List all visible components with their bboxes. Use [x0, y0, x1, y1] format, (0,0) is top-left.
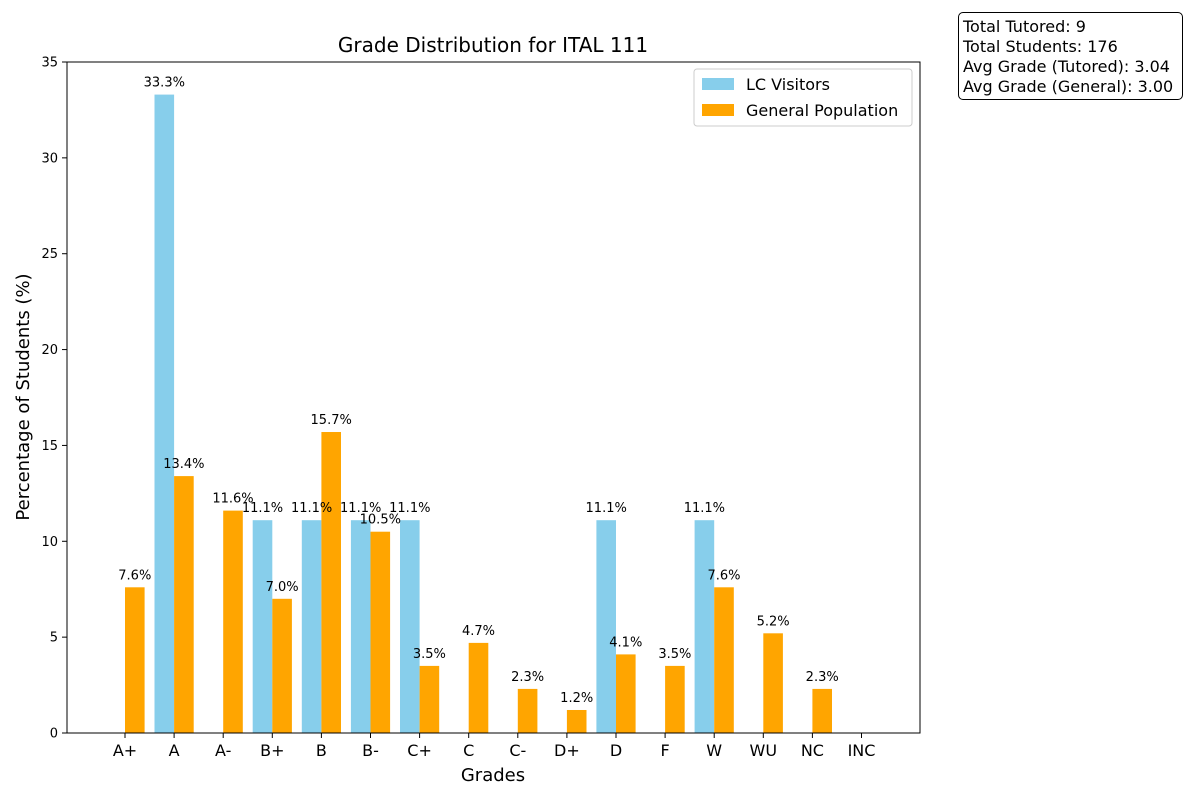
bar-general-population-w [714, 587, 734, 733]
data-label-lc-visitors-c-plus: 11.1% [389, 501, 430, 516]
bar-general-population-b-plus [272, 598, 292, 733]
bar-general-population-c-minus [517, 688, 538, 733]
bar-general-population-a-minus [223, 510, 243, 733]
chart-title: Grade Distribution for ITAL 111 [338, 33, 648, 57]
x-tick-label-d: D [610, 741, 622, 760]
y-axis-label: Percentage of Students (%) [13, 273, 34, 520]
x-tick-label-c: C [463, 741, 474, 760]
data-label-general-population-c: 4.7% [462, 624, 495, 639]
avg-grade-tutored-text: Avg Grade (Tutored): 3.04 [963, 57, 1170, 76]
x-tick-label-a-minus: A- [215, 741, 231, 760]
x-tick-label-inc: INC [848, 741, 876, 760]
data-label-lc-visitors-d: 11.1% [586, 501, 627, 516]
data-label-general-population-a-plus: 7.6% [118, 568, 151, 583]
legend-label-general-population: General Population [746, 101, 898, 120]
bar-general-population-wu [763, 633, 783, 733]
bar-general-population-c-plus [419, 665, 440, 733]
data-label-general-population-a-minus: 11.6% [212, 492, 253, 507]
data-label-lc-visitors-b: 11.1% [291, 501, 332, 516]
data-label-general-population-f: 3.5% [658, 647, 691, 662]
bar-general-population-b-minus [370, 531, 391, 733]
x-tick-label-w: W [706, 741, 722, 760]
legend: LC Visitors General Population [693, 68, 913, 127]
total-students-text: Total Students: 176 [963, 37, 1118, 56]
bar-lc-visitors-a [154, 94, 175, 734]
data-label-general-population-wu: 5.2% [757, 614, 790, 629]
bar-lc-visitors-b [301, 520, 322, 733]
y-tick-label: 15 [41, 439, 58, 454]
legend-frame [693, 68, 913, 127]
bar-general-population-b [321, 432, 341, 733]
bar-lc-visitors-b-plus [252, 520, 273, 733]
bars-layer [125, 94, 832, 734]
bar-general-population-d [616, 654, 636, 733]
x-axis: A+ A A- B+ B B- C+ C C- D+ D F W WU NC INC [113, 733, 876, 760]
legend-swatch-general-population [702, 104, 734, 116]
y-tick-label: 10 [41, 535, 58, 550]
data-label-general-population-b-minus: 10.5% [360, 513, 401, 528]
x-tick-label-f: F [660, 741, 669, 760]
data-label-lc-visitors-a: 33.3% [144, 76, 185, 91]
summary-stats-box: Total Tutored: 9 Total Students: 176 Avg… [958, 12, 1183, 100]
x-tick-label-nc: NC [801, 741, 824, 760]
x-tick-label-b: B [316, 741, 327, 760]
y-tick-label: 25 [41, 247, 58, 262]
x-tick-label-a: A [169, 741, 180, 760]
x-tick-label-d-plus: D+ [554, 741, 580, 760]
bar-general-population-a [174, 476, 194, 733]
data-label-general-population-d-plus: 1.2% [560, 691, 593, 706]
x-tick-label-wu: WU [750, 741, 778, 760]
y-tick-label: 5 [50, 631, 58, 646]
x-tick-label-c-plus: C+ [407, 741, 432, 760]
y-tick-label: 35 [41, 56, 58, 71]
x-tick-label-c-minus: C- [509, 741, 526, 760]
y-tick-label: 20 [41, 343, 58, 358]
x-axis-label: Grades [461, 765, 525, 786]
bar-lc-visitors-b-minus [350, 520, 371, 733]
bar-general-population-d-plus [566, 709, 587, 733]
bar-general-population-nc [812, 688, 832, 733]
data-label-general-population-a: 13.4% [163, 457, 204, 472]
y-tick-label: 30 [41, 151, 58, 166]
bar-general-population-f [665, 665, 685, 733]
data-label-general-population-b: 15.7% [311, 413, 352, 428]
avg-grade-general-text: Avg Grade (General): 3.00 [963, 77, 1174, 96]
x-tick-label-a-plus: A+ [113, 741, 137, 760]
data-label-general-population-c-plus: 3.5% [413, 647, 446, 662]
data-label-lc-visitors-b-plus: 11.1% [242, 501, 283, 516]
data-label-general-population-d: 4.1% [609, 635, 642, 650]
data-label-general-population-nc: 2.3% [806, 670, 839, 685]
bar-lc-visitors-d [596, 520, 616, 733]
data-label-lc-visitors-b-minus: 11.1% [340, 501, 381, 516]
data-label-general-population-b-plus: 7.0% [266, 580, 299, 595]
legend-label-lc-visitors: LC Visitors [746, 75, 830, 94]
x-tick-label-b-minus: B- [362, 741, 379, 760]
y-tick-label: 0 [50, 727, 58, 742]
total-tutored-text: Total Tutored: 9 [963, 17, 1086, 36]
x-tick-label-b-plus: B+ [260, 741, 284, 760]
y-axis: 0 5 10 15 20 25 30 35 [41, 56, 67, 742]
bar-general-population-c [468, 642, 489, 733]
bar-lc-visitors-w [694, 520, 715, 733]
data-label-general-population-c-minus: 2.3% [511, 670, 544, 685]
bar-general-population-a-plus [125, 587, 145, 733]
data-labels-layer: 33.3% 11.1% 11.1% 11.1% 11.1% 11.1% 11.1% 7.6% 1… [118, 76, 838, 706]
plot-area-frame [66, 61, 921, 734]
data-label-general-population-w: 7.6% [707, 568, 740, 583]
legend-swatch-lc-visitors [702, 78, 734, 90]
data-label-lc-visitors-w: 11.1% [684, 501, 725, 516]
bar-lc-visitors-c-plus [400, 520, 420, 733]
